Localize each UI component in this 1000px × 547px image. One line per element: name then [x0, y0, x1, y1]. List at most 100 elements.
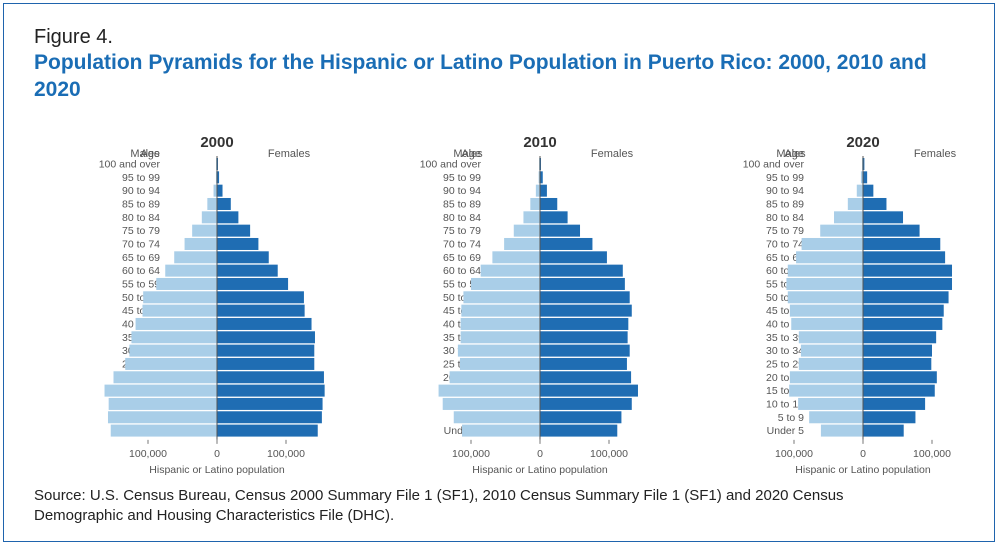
female-bar [863, 304, 944, 317]
male-bar [789, 371, 863, 384]
female-bar [217, 291, 304, 304]
male-bar [129, 344, 217, 357]
age-label: 85 to 89 [766, 198, 804, 210]
female-bar [863, 197, 887, 210]
females-header: Females [268, 148, 311, 160]
male-bar [461, 304, 540, 317]
male-bar [442, 397, 540, 410]
male-bar [135, 317, 217, 330]
age-label: 75 to 79 [766, 225, 804, 237]
x-tick-label: 100,000 [913, 448, 951, 460]
male-bar [165, 264, 217, 277]
female-bar [217, 371, 324, 384]
male-bar [798, 397, 863, 410]
age-label: 60 to 64 [122, 265, 160, 277]
age-header: Age [140, 148, 160, 160]
age-label: 55 to 59 [122, 278, 160, 290]
male-bar [538, 171, 540, 184]
female-bar [863, 317, 943, 330]
chart-title: 2010 [523, 134, 556, 151]
age-label: 80 to 84 [443, 212, 481, 224]
female-bar [217, 237, 259, 250]
age-label: 90 to 94 [122, 185, 160, 197]
male-bar [523, 211, 540, 224]
x-tick-label: 100,000 [267, 448, 305, 460]
female-bar [863, 184, 874, 197]
male-bar [463, 291, 540, 304]
age-label: 90 to 94 [766, 185, 804, 197]
female-bar [217, 171, 220, 184]
female-bar [217, 224, 251, 237]
male-bar [457, 344, 540, 357]
male-bar [796, 251, 863, 264]
male-bar [834, 211, 863, 224]
male-bar [798, 331, 863, 344]
figure-frame [3, 3, 995, 542]
male-bar [820, 224, 863, 237]
male-bar [104, 384, 217, 397]
age-header: Age [461, 148, 481, 160]
female-bar [217, 211, 239, 224]
male-bar [113, 371, 217, 384]
male-bar [535, 184, 540, 197]
x-tick-label: 100,000 [775, 448, 813, 460]
age-label: 85 to 89 [443, 198, 481, 210]
male-bar [460, 331, 540, 344]
age-label: 75 to 79 [443, 225, 481, 237]
male-bar [462, 424, 540, 437]
age-label: 65 to 69 [122, 252, 160, 264]
female-bar [863, 424, 904, 437]
x-axis-label: Hispanic or Latino population [795, 464, 931, 476]
male-bar [201, 211, 217, 224]
males-header: Males [453, 148, 483, 160]
age-label: 95 to 99 [443, 172, 481, 184]
age-label: 90 to 94 [443, 185, 481, 197]
male-bar [791, 317, 863, 330]
male-bar [789, 304, 863, 317]
male-bar [184, 237, 217, 250]
female-bar [540, 264, 623, 277]
male-bar [215, 171, 217, 184]
x-tick-label: 100,000 [590, 448, 628, 460]
female-bar [863, 224, 920, 237]
female-bar [540, 411, 622, 424]
female-bar [863, 211, 904, 224]
female-bar [217, 264, 278, 277]
female-bar [863, 384, 935, 397]
age-label: 65 to 69 [443, 252, 481, 264]
female-bar [217, 397, 323, 410]
age-label: 60 to 64 [443, 265, 481, 277]
x-axis-label: Hispanic or Latino population [149, 464, 285, 476]
male-bar [471, 277, 540, 290]
male-bar [530, 197, 540, 210]
males-header: Males [130, 148, 160, 160]
female-bar [540, 371, 632, 384]
female-bar [540, 384, 638, 397]
male-bar [800, 344, 863, 357]
female-bar [863, 397, 926, 410]
age-label: 80 to 84 [122, 212, 160, 224]
female-bar [217, 251, 269, 264]
age-label: 70 to 74 [766, 238, 804, 250]
male-bar [110, 424, 217, 437]
age-label: 70 to 74 [443, 238, 481, 250]
male-bar [192, 224, 217, 237]
female-bar [217, 184, 223, 197]
x-tick-label: 0 [537, 448, 543, 460]
source-note: Source: U.S. Census Bureau, Census 2000 … [34, 487, 844, 524]
age-label: 5 to 9 [778, 412, 804, 424]
male-bar [143, 291, 217, 304]
age-label: 100 and over [99, 159, 161, 171]
female-bar [540, 344, 630, 357]
age-label: 85 to 89 [122, 198, 160, 210]
female-bar [540, 251, 607, 264]
age-label: 65 to 69 [766, 252, 804, 264]
female-bar [863, 158, 865, 170]
female-bar [217, 317, 312, 330]
female-bar [217, 344, 315, 357]
female-bar [540, 197, 558, 210]
age-label: 100 and over [420, 159, 482, 171]
age-label: 95 to 99 [766, 172, 804, 184]
x-axis-label: Hispanic or Latino population [472, 464, 608, 476]
female-bar [863, 344, 932, 357]
